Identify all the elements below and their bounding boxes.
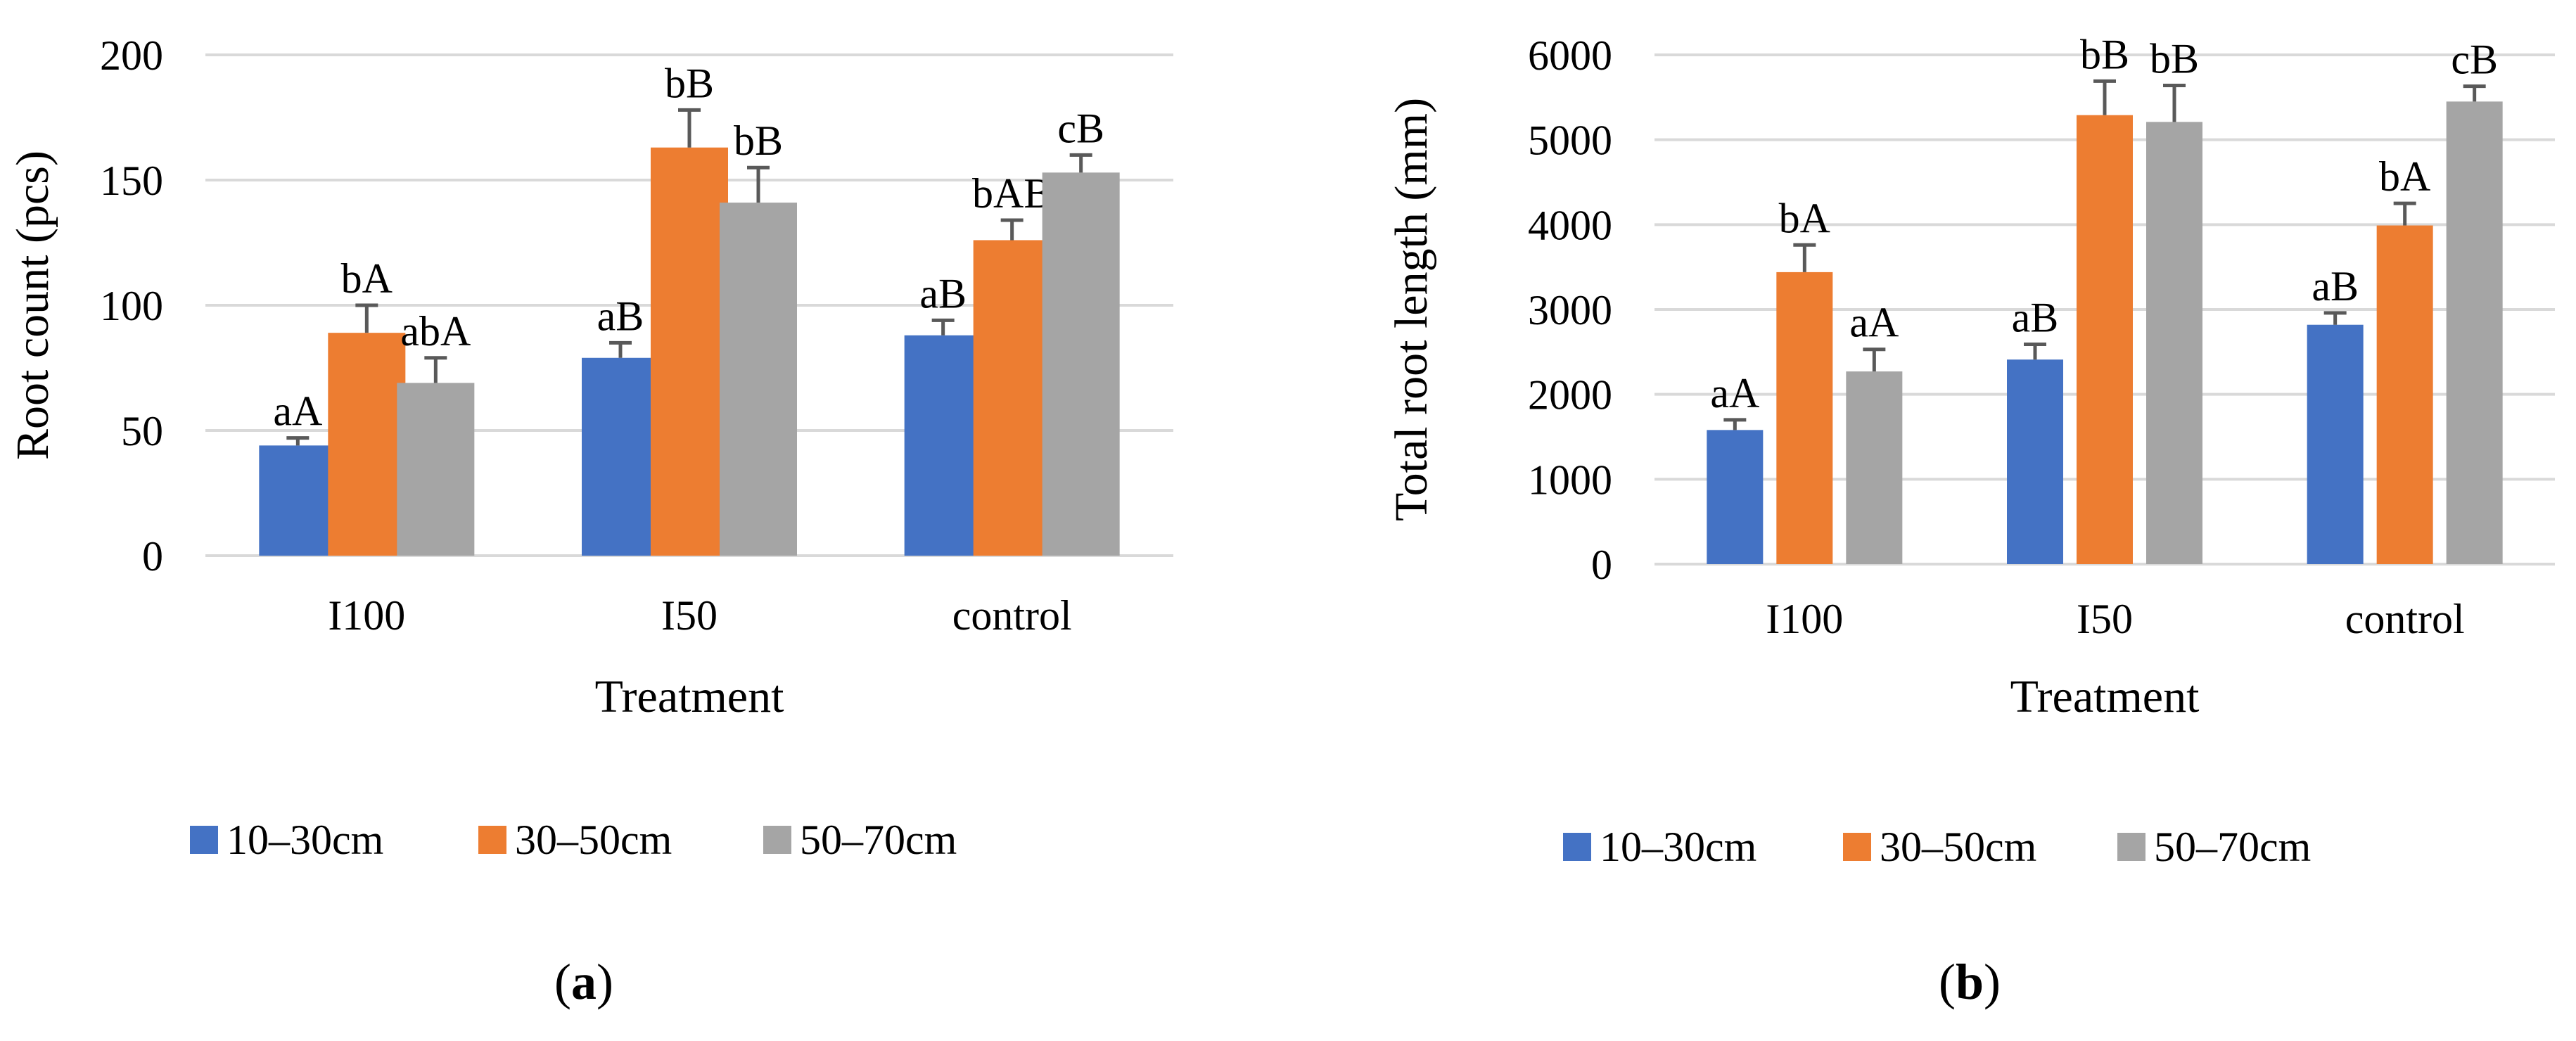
chart-2-legend-label: 50–70cm (2154, 824, 2311, 870)
chart-1-legend-swatch (478, 826, 506, 854)
chart-1-bar-label: bB (734, 117, 783, 164)
chart-2-error-bar (2463, 84, 2486, 102)
chart-2-bar (2077, 115, 2133, 564)
chart-2-legend-swatch (1843, 833, 1871, 861)
chart-2-bar-label: bA (2379, 153, 2430, 200)
chart-2-error-bar (1793, 243, 1816, 272)
chart-1-y-tick-label: 0 (142, 533, 163, 580)
chart-1-y-axis-title: Root count (pcs) (7, 151, 58, 460)
chart-2-y-tick-label: 5000 (1528, 117, 1612, 164)
chart-1-bar (904, 335, 982, 556)
chart-1-bar-label: bAB (972, 170, 1052, 217)
chart-2-x-tick-label: control (2345, 596, 2465, 642)
chart-2-bar (2307, 324, 2364, 564)
chart-2-x-axis-title: Treatment (2010, 671, 2200, 722)
chart-1-legend-swatch (763, 826, 791, 854)
chart-2-error-bar (2393, 201, 2416, 226)
chart-2-error-bar (1863, 347, 1886, 372)
chart-1-error-bar (355, 303, 378, 333)
chart-2-bar (2007, 359, 2063, 564)
chart-1-x-tick-label: I100 (328, 592, 405, 639)
chart-1-y-tick-label: 200 (100, 32, 163, 79)
chart-2-x-tick-label: I100 (1766, 596, 1843, 642)
chart-1-error-bar (424, 356, 447, 383)
chart-1-legend-label: 30–50cm (515, 817, 672, 863)
chart-2-y-tick-label: 4000 (1528, 202, 1612, 248)
chart-1-bar-label: bB (665, 60, 714, 106)
chart-1-bar (1042, 172, 1120, 556)
chart-2-y-tick-label: 6000 (1528, 32, 1612, 79)
chart-1-error-bar (1000, 218, 1024, 241)
chart-1-y-tick-label: 50 (121, 408, 163, 454)
chart-1-error-bar (286, 436, 310, 446)
chart-2-panel: 0 1000 2000 3000 4000 5000 6000 I100 aA bA aA I50 aB… (1386, 31, 2555, 1010)
chart-2-error-bar (2093, 79, 2116, 115)
chart-1-bar (259, 445, 337, 556)
chart-1-bar-label: aB (919, 270, 967, 317)
chart-2-bar-label: bB (2080, 31, 2129, 77)
chart-2-y-tick-label: 3000 (1528, 287, 1612, 333)
chart-2-bar-label: bA (1779, 195, 1830, 241)
chart-2-y-tick-label: 2000 (1528, 372, 1612, 419)
chart-1-x-axis-title: Treatment (595, 671, 784, 722)
chart-2-bar-label: bB (2150, 35, 2199, 82)
chart-2-bar (2376, 225, 2433, 564)
chart-1-error-bar (747, 165, 770, 203)
chart-2-bar (2446, 101, 2503, 564)
chart-2-legend-swatch (2117, 833, 2145, 861)
chart-2-bar-label: aB (2312, 263, 2359, 309)
chart-1-bar (328, 333, 406, 556)
chart-2-bar (2146, 122, 2202, 564)
chart-1-bar (651, 147, 728, 556)
chart-1-error-bar (678, 108, 701, 148)
chart-1-error-bar (1069, 153, 1092, 173)
chart-1-bar-label: cB (1057, 105, 1104, 151)
chart-2-bar (1846, 371, 1903, 564)
chart-2-bar-label: aA (1849, 300, 1899, 346)
chart-1-bar (582, 357, 659, 556)
chart-1-panel-label: (a) (554, 954, 613, 1010)
chart-1-bar (720, 203, 797, 556)
chart-1-bar (397, 383, 475, 556)
chart-2-bar-label: cB (2451, 37, 2498, 83)
chart-1-bar-label: aA (273, 388, 322, 435)
chart-1-bar-label: abA (400, 308, 471, 355)
chart-1-x-tick-label: control (952, 592, 1072, 639)
chart-1-y-tick-label: 150 (100, 158, 163, 204)
chart-2-error-bar (1723, 418, 1747, 430)
chart-1-error-bar (609, 340, 632, 358)
chart-1-legend-swatch (190, 826, 218, 854)
chart-2-bar-label: aA (1710, 370, 1759, 416)
chart-2-legend-label: 30–50cm (1880, 824, 2036, 870)
chart-1-error-bar (931, 318, 955, 336)
chart-2-error-bar (2163, 83, 2186, 122)
chart-2-y-tick-label: 0 (1591, 542, 1612, 588)
chart-2-error-bar (2024, 342, 2046, 360)
chart-1-y-tick-label: 100 (100, 283, 163, 329)
chart-1-legend-label: 10–30cm (227, 817, 383, 863)
chart-2-bar (1707, 430, 1764, 564)
chart-2-panel-label: (b) (1939, 954, 2001, 1010)
chart-1-legend-label: 50–70cm (800, 817, 957, 863)
chart-2-bar-label: aB (2012, 294, 2059, 340)
chart-1-bar (973, 240, 1051, 556)
chart-1-bar-label: aB (597, 293, 644, 339)
chart-2-legend-label: 10–30cm (1600, 824, 1756, 870)
chart-2-y-tick-label: 1000 (1528, 456, 1612, 503)
chart-2-bar (1776, 272, 1833, 564)
chart-1-bar-label: bA (341, 255, 393, 302)
chart-2-legend-swatch (1563, 833, 1591, 861)
chart-2-x-tick-label: I50 (2077, 596, 2133, 642)
chart-2-y-axis-title: Total root length (mm) (1386, 98, 1437, 521)
chart-1-x-tick-label: I50 (661, 592, 718, 639)
chart-2-error-bar (2323, 311, 2347, 325)
